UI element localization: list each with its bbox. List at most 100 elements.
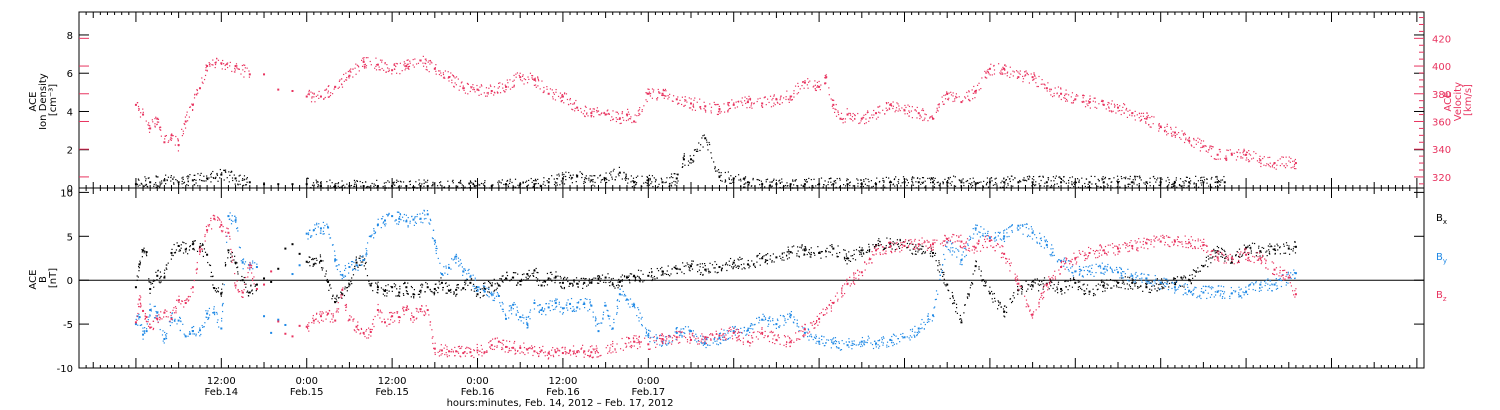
scatter-dot	[707, 268, 709, 270]
series-1-point-54	[504, 317, 507, 320]
scatter-dot	[1140, 112, 1143, 114]
scatter-dot	[224, 265, 227, 267]
scatter-dot	[711, 264, 714, 266]
scatter-dot	[933, 179, 935, 182]
series-1-point-49	[746, 101, 749, 104]
scatter-dot	[1061, 289, 1063, 292]
scatter-dot	[819, 252, 821, 254]
scatter-dot	[522, 181, 525, 183]
scatter-dot	[1033, 281, 1035, 283]
series-0-point-52	[889, 181, 892, 184]
scatter-dot	[395, 295, 397, 297]
scatter-dot	[1251, 158, 1253, 160]
scatter-dot	[896, 239, 899, 241]
series-1-point-57	[526, 323, 529, 326]
scatter-dot	[992, 293, 994, 295]
scatter-dot	[906, 242, 909, 245]
scatter-dot	[981, 280, 983, 282]
scatter-dot	[931, 178, 934, 180]
scatter-dot	[1079, 281, 1081, 283]
scatter-dot	[773, 178, 775, 180]
scatter-dot	[800, 184, 802, 186]
scatter-dot	[955, 303, 958, 305]
scatter-dot	[641, 110, 643, 113]
scatter-dot	[612, 170, 614, 172]
scatter-dot	[638, 277, 640, 279]
scatter-dot	[655, 178, 657, 181]
scatter-dot	[978, 268, 980, 270]
scatter-dot	[1130, 287, 1132, 290]
scatter-dot	[1134, 119, 1136, 121]
scatter-dot	[1258, 245, 1260, 247]
scatter-dot	[903, 108, 905, 111]
series-1-point-117	[1273, 283, 1276, 286]
scatter-dot	[506, 179, 509, 182]
scatter-dot	[462, 288, 464, 290]
scatter-dot	[569, 97, 571, 100]
scatter-dot	[839, 179, 841, 181]
scatter-dot	[953, 299, 956, 302]
scatter-dot	[140, 324, 143, 326]
scatter-dot	[1077, 286, 1080, 288]
scatter-dot	[599, 114, 601, 116]
scatter-dot	[740, 258, 742, 260]
scatter-dot	[528, 269, 530, 272]
scatter-dot	[884, 113, 886, 115]
series-0-point-33	[355, 261, 358, 264]
scatter-dot	[606, 178, 608, 181]
series-0-point-46	[448, 289, 451, 292]
scatter-dot	[200, 245, 202, 247]
scatter-dot	[972, 92, 974, 94]
scatter-dot	[328, 96, 331, 98]
scatter-dot	[1089, 101, 1091, 103]
scatter-dot	[496, 282, 498, 284]
scatter-dot	[934, 252, 937, 254]
scatter-dot	[692, 260, 694, 262]
scatter-dot	[894, 185, 896, 187]
scatter-dot	[1050, 184, 1053, 187]
scatter-dot	[620, 280, 622, 282]
scatter-dot	[184, 123, 186, 126]
scatter-dot	[688, 107, 691, 109]
scatter-dot	[1017, 289, 1019, 291]
scatter-dot	[435, 70, 437, 72]
scatter-dot	[748, 98, 750, 100]
series-1-point-52	[490, 293, 493, 296]
series-1-point-8	[177, 319, 180, 322]
scatter-dot	[1132, 179, 1134, 181]
scatter-dot	[734, 264, 736, 266]
scatter-dot	[920, 116, 922, 118]
scatter-dot	[635, 182, 638, 184]
scatter-dot	[1271, 164, 1274, 166]
series-1-point-90	[889, 338, 892, 341]
scatter-dot	[147, 124, 149, 126]
scatter-dot	[542, 183, 544, 185]
scatter-dot	[1033, 179, 1035, 181]
scatter-dot	[148, 278, 150, 280]
scatter-dot	[446, 292, 448, 294]
scatter-dot	[785, 255, 788, 257]
scatter-dot	[857, 185, 859, 187]
scatter-dot	[196, 88, 198, 91]
series-0-point-26	[305, 260, 308, 263]
scatter-dot	[1046, 90, 1048, 92]
scatter-dot	[660, 177, 662, 179]
scatter-dot	[807, 87, 809, 89]
scatter-dot	[698, 269, 701, 271]
scatter-dot	[1191, 274, 1193, 276]
scatter-dot	[181, 183, 183, 185]
scatter-dot	[1064, 93, 1066, 95]
scatter-dot	[916, 106, 918, 109]
scatter-dot	[1248, 150, 1250, 152]
scatter-dot	[203, 248, 206, 250]
scatter-dot	[456, 286, 458, 289]
scatter-dot	[503, 183, 505, 186]
scatter-dot	[649, 93, 651, 95]
scatter-dot	[506, 79, 508, 81]
scatter-dot	[1004, 305, 1006, 307]
scatter-dot	[324, 96, 326, 99]
scatter-dot	[728, 101, 730, 104]
scatter-dot	[1102, 182, 1104, 184]
scatter-dot	[385, 285, 387, 287]
scatter-dot	[427, 61, 429, 63]
